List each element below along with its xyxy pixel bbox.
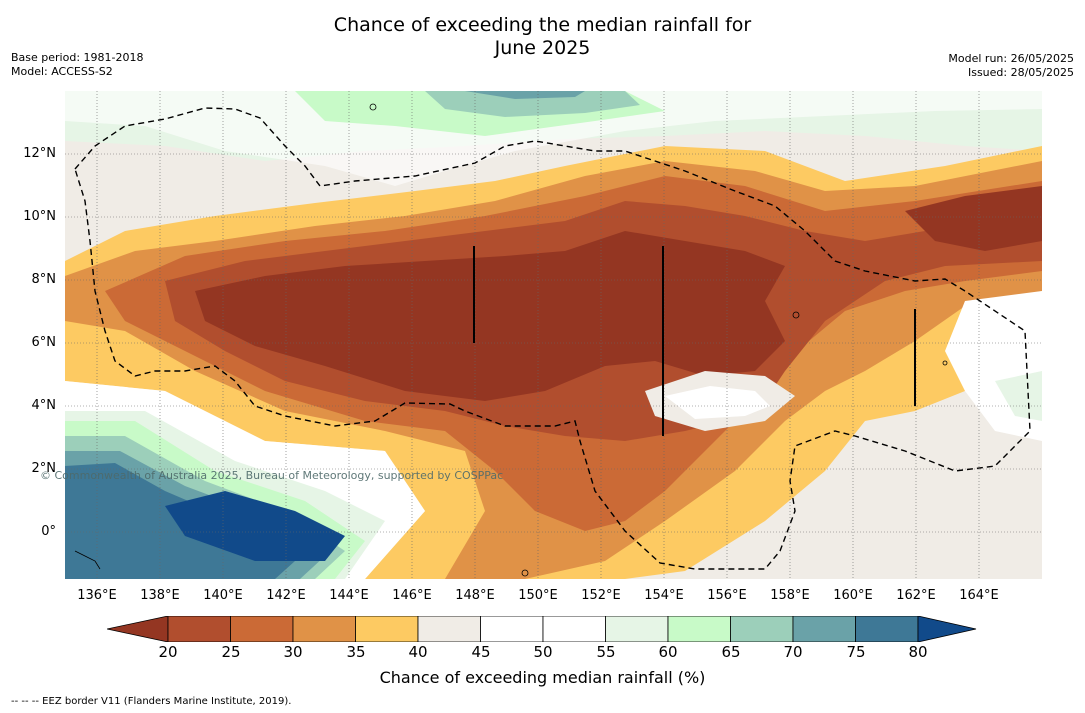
- lat-label-2n: 2°N: [31, 461, 57, 476]
- white-pocket-inner: [665, 386, 770, 419]
- run-info: Model run: 26/05/2025 Issued: 28/05/2025: [948, 52, 1074, 80]
- rainfall-map: [65, 91, 1042, 579]
- map-svg: [65, 91, 1042, 579]
- lat-label-8n: 8°N: [31, 272, 57, 287]
- lon-label-148e: 148°E: [455, 588, 495, 603]
- lon-label-164e: 164°E: [959, 588, 999, 603]
- colorbar-tick-50: 50: [533, 643, 553, 661]
- lon-label-150e: 150°E: [518, 588, 558, 603]
- colorbar: [106, 615, 979, 643]
- colorbar-tick-60: 60: [658, 643, 678, 661]
- lat-label-0: 0°: [41, 524, 56, 539]
- colorbar-segment: [542, 615, 606, 643]
- issued-date: Issued: 28/05/2025: [967, 66, 1074, 79]
- base-period-info: Base period: 1981-2018 Model: ACCESS-S2: [11, 51, 143, 79]
- lat-label-6n: 6°N: [31, 335, 57, 350]
- lon-label-136e: 136°E: [77, 588, 117, 603]
- colorbar-tick-75: 75: [846, 643, 866, 661]
- lon-label-140e: 140°E: [203, 588, 243, 603]
- north-teal-dark: [465, 91, 585, 99]
- lon-label-144e: 144°E: [329, 588, 369, 603]
- colorbar-segment: [230, 615, 294, 643]
- colorbar-segment: [417, 615, 481, 643]
- island-outlines: [74, 103, 948, 577]
- colorbar-tick-30: 30: [283, 643, 303, 661]
- lon-label-154e: 154°E: [644, 588, 684, 603]
- model-run-date: Model run: 26/05/2025: [948, 52, 1074, 65]
- colorbar-segment: [355, 615, 419, 643]
- chart-title: Chance of exceeding the median rainfall …: [0, 14, 1085, 60]
- lat-label-12n: 12°N: [23, 146, 56, 161]
- lon-label-156e: 156°E: [707, 588, 747, 603]
- lon-label-160e: 160°E: [833, 588, 873, 603]
- colorbar-tick-25: 25: [221, 643, 241, 661]
- colorbar-segment: [292, 615, 356, 643]
- colorbar-tick-70: 70: [783, 643, 803, 661]
- title-line-2: June 2025: [494, 37, 591, 59]
- eez-border: [74, 107, 1031, 570]
- colorbar-tick-80: 80: [908, 643, 928, 661]
- south-blue-core: [165, 491, 345, 561]
- colorbar-tick-20: 20: [158, 643, 178, 661]
- colorbar-tick-45: 45: [471, 643, 491, 661]
- colorbar-segment: [855, 615, 919, 643]
- colorbar-segment: [167, 615, 231, 643]
- colorbar-segment: [730, 615, 794, 643]
- lat-label-4n: 4°N: [31, 398, 57, 413]
- graticule: [65, 91, 1042, 579]
- lon-label-142e: 142°E: [266, 588, 306, 603]
- colorbar-segment: [792, 615, 856, 643]
- east-green-spot: [995, 371, 1042, 421]
- dry-band-20: [195, 231, 785, 401]
- colorbar-tick-55: 55: [596, 643, 616, 661]
- model-name: Model: ACCESS-S2: [11, 65, 113, 78]
- lon-label-152e: 152°E: [581, 588, 621, 603]
- boundary-lines: [473, 246, 916, 436]
- lat-label-10n: 10°N: [23, 209, 56, 224]
- colorbar-extend-low: [106, 615, 169, 643]
- colorbar-segment: [667, 615, 731, 643]
- north-white-band: [65, 91, 1042, 186]
- eez-legend-note: -- -- -- EEZ border V11 (Flanders Marine…: [11, 696, 292, 707]
- base-period: Base period: 1981-2018: [11, 51, 144, 64]
- copyright-notice: © Commonwealth of Australia 2025, Bureau…: [40, 469, 504, 482]
- colorbar-tick-35: 35: [346, 643, 366, 661]
- colorbar-segment: [605, 615, 669, 643]
- colorbar-extend-high: [917, 615, 977, 643]
- lon-label-162e: 162°E: [896, 588, 936, 603]
- lon-label-146e: 146°E: [392, 588, 432, 603]
- title-line-1: Chance of exceeding the median rainfall …: [333, 14, 752, 36]
- colorbar-svg: [106, 615, 977, 643]
- lon-label-158e: 158°E: [770, 588, 810, 603]
- dry-east-core: [905, 186, 1042, 251]
- lon-label-138e: 138°E: [140, 588, 180, 603]
- colorbar-tick-65: 65: [721, 643, 741, 661]
- north-teal: [425, 91, 640, 117]
- colorbar-label: Chance of exceeding median rainfall (%): [379, 668, 706, 687]
- colorbar-segment: [480, 615, 544, 643]
- colorbar-tick-40: 40: [408, 643, 428, 661]
